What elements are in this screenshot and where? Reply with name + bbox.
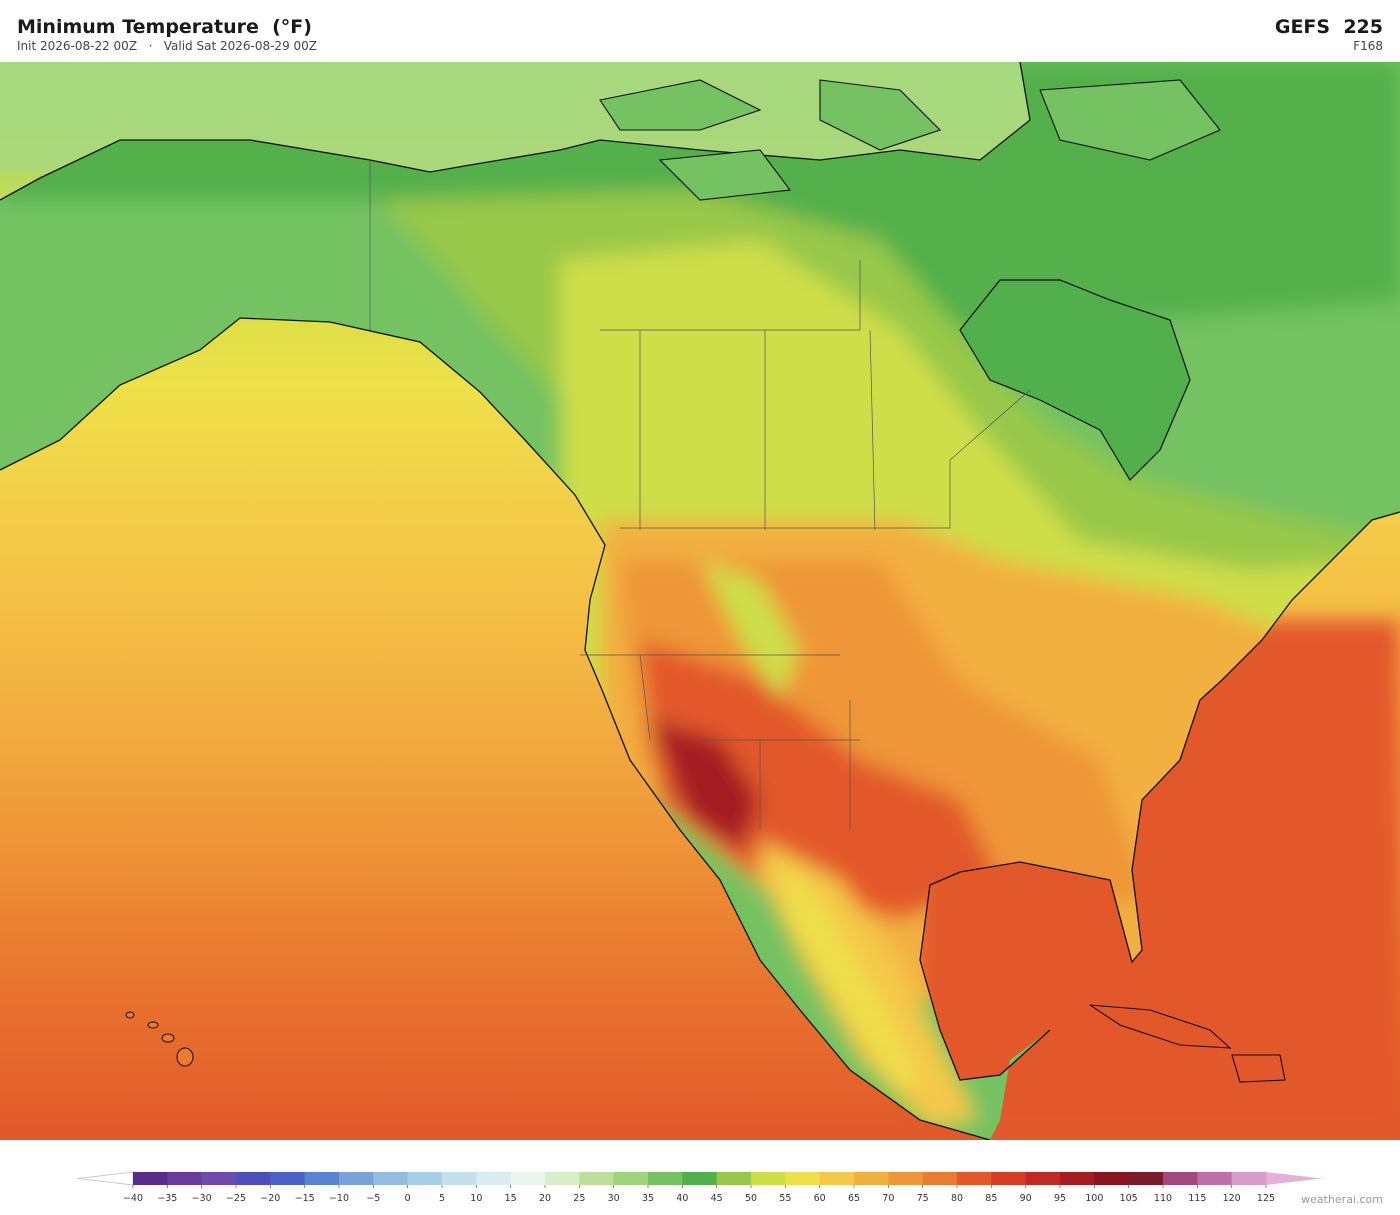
colorbar-segment — [751, 1172, 786, 1185]
colorbar-tick-label: 125 — [1257, 1193, 1275, 1204]
colorbar-segment — [442, 1172, 477, 1185]
colorbar-segment — [819, 1172, 855, 1185]
colorbar-tick-label: 15 — [505, 1193, 517, 1204]
forecast-hour: F168 — [1353, 39, 1383, 53]
colorbar-tick-label: −10 — [329, 1193, 349, 1204]
colorbar-tick-label: 5 — [439, 1193, 445, 1204]
colorbar-segment — [1128, 1172, 1164, 1185]
colorbar-segment — [785, 1172, 820, 1185]
hawaii — [125, 1011, 194, 1067]
colorbar-tick-label: 115 — [1188, 1193, 1206, 1204]
colorbar-tick-label: 80 — [951, 1193, 963, 1204]
colorbar-segment — [888, 1172, 923, 1185]
colorbar-segment — [407, 1172, 443, 1185]
colorbar-segment — [1094, 1172, 1129, 1185]
colorbar-tick-label: 60 — [814, 1193, 826, 1204]
colorbar-segment — [991, 1172, 1026, 1185]
colorbar-segment — [1197, 1172, 1232, 1185]
colorbar-tick-label: −35 — [157, 1193, 177, 1204]
colorbar-tick-label: 40 — [676, 1193, 688, 1204]
colorbar-segment — [922, 1172, 958, 1185]
colorbar-tick-label: 105 — [1120, 1193, 1138, 1204]
colorbar-tick-label: 70 — [882, 1193, 894, 1204]
colorbar-segment — [373, 1172, 408, 1185]
colorbar-tick-label: 110 — [1154, 1193, 1172, 1204]
colorbar-segment — [579, 1172, 614, 1185]
colorbar-segment — [133, 1172, 168, 1185]
colorbar-segment — [648, 1172, 683, 1185]
colorbar-tick-label: 95 — [1054, 1193, 1066, 1204]
title: Minimum Temperature (°F) — [17, 16, 312, 38]
colorbar: −40 −35 −30 −25 −20 −15 −10 −5 0 5 10 15 20 25 30 35 40 4… — [77, 1171, 1322, 1204]
colorbar-segment — [716, 1172, 752, 1185]
colorbar-tick-label: 20 — [539, 1193, 551, 1204]
colorbar-over — [1266, 1172, 1322, 1185]
colorbar-tick-label: −30 — [192, 1193, 212, 1204]
colorbar-tick-label: −5 — [366, 1193, 380, 1204]
colorbar-segment — [545, 1172, 580, 1185]
borders — [369, 160, 1031, 830]
colorbar-segment — [1163, 1172, 1198, 1185]
colorbar-tick-label: 85 — [985, 1193, 997, 1204]
colorbar-tick-label: 35 — [642, 1193, 654, 1204]
colorbar-segment — [236, 1172, 271, 1185]
caribbean-islands — [1089, 1004, 1286, 1083]
colorbar-tick-label: 90 — [1020, 1193, 1032, 1204]
colorbar-segment — [613, 1172, 649, 1185]
colorbar-segment — [201, 1172, 237, 1185]
colorbar-tick-label: 10 — [470, 1193, 482, 1204]
colorbar-segment — [1231, 1172, 1267, 1185]
colorbar-segment — [1025, 1172, 1061, 1185]
subtitle: Init 2026-08-22 00Z · Valid Sat 2026-08-… — [17, 39, 318, 53]
colorbar-tick-label: 65 — [848, 1193, 860, 1204]
colorbar-tick-label: 25 — [573, 1193, 585, 1204]
colorbar-segment — [304, 1172, 340, 1185]
colorbar-segment — [339, 1172, 374, 1185]
map — [0, 62, 1400, 1140]
colorbar-tick-label: 55 — [779, 1193, 791, 1204]
colorbar-segment — [682, 1172, 717, 1185]
colorbar-segment — [854, 1172, 889, 1185]
colorbar-tick-label: −25 — [226, 1193, 246, 1204]
colorbar-tick-label: 45 — [711, 1193, 723, 1204]
colorbar-tick-label: 30 — [608, 1193, 620, 1204]
coastline — [0, 62, 1400, 1140]
colorbar-tick-label: 75 — [917, 1193, 929, 1204]
colorbar-tick-label: −40 — [123, 1193, 143, 1204]
hudson-bay — [959, 279, 1191, 481]
colorbar-segment — [957, 1172, 992, 1185]
colorbar-tick-label: 100 — [1085, 1193, 1103, 1204]
colorbar-tick-label: −20 — [260, 1193, 280, 1204]
colorbar-tick-label: 120 — [1223, 1193, 1241, 1204]
colorbar-segment — [270, 1172, 305, 1185]
watermark: weatherai.com — [1301, 1193, 1383, 1206]
colorbar-under — [77, 1171, 134, 1186]
colorbar-segment — [476, 1172, 511, 1185]
colorbar-tick-label: 50 — [745, 1193, 757, 1204]
colorbar-segment — [1060, 1172, 1095, 1185]
arctic-islands — [599, 79, 1221, 201]
model-name: GEFS 225 — [1274, 16, 1383, 38]
colorbar-segment — [510, 1172, 546, 1185]
colorbar-tick-label: 0 — [405, 1193, 411, 1204]
colorbar-tick-label: −15 — [295, 1193, 315, 1204]
colorbar-segment — [167, 1172, 202, 1185]
